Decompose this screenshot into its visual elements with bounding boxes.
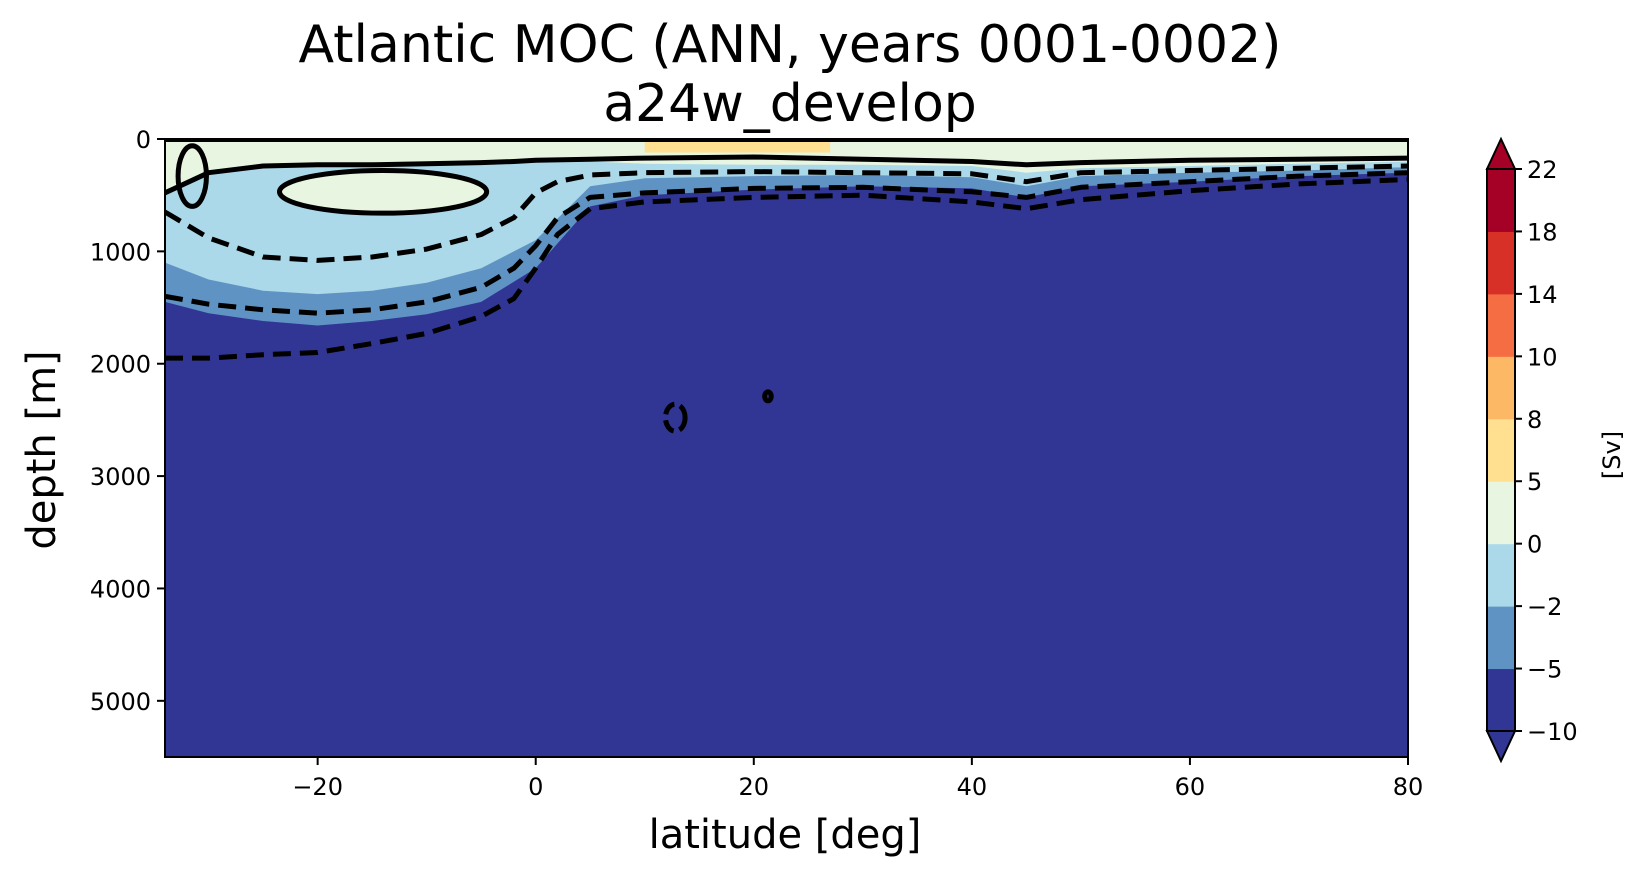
chart-title: Atlantic MOC (ANN, years 0001-0002) xyxy=(299,15,1282,75)
colorbar-segment xyxy=(1487,481,1515,545)
chart-subtitle: a24w_develop xyxy=(603,74,977,134)
region-fill-5-to-8 xyxy=(644,139,831,153)
x-tick-label: 0 xyxy=(528,773,543,801)
y-tick-label: 4000 xyxy=(90,575,151,603)
colorbar-tick-label: 18 xyxy=(1527,218,1558,246)
y-tick-label: 3000 xyxy=(90,463,151,491)
contour-line-negative-2 xyxy=(165,177,1408,361)
region-fill-0-to-5 xyxy=(165,139,1408,190)
closed-contour-1 xyxy=(175,143,209,209)
y-axis-label: depth [m] xyxy=(19,350,65,549)
y-tick-label: 5000 xyxy=(90,688,151,716)
colorbar-tick-label: 22 xyxy=(1527,156,1558,184)
region-fill-minus2-to-0 xyxy=(165,139,1408,295)
colorbar-tick-label: 10 xyxy=(1527,343,1558,371)
colorbar-frame xyxy=(1486,168,1516,732)
colorbar-segment xyxy=(1487,356,1515,420)
contour-line-negative-0 xyxy=(165,163,1408,263)
colorbar-tick-label: 14 xyxy=(1527,281,1558,309)
x-tick-label: 20 xyxy=(739,773,770,801)
colorbar: −10 −5 −2 0 5 8 10 14 18 22 xyxy=(1485,136,1578,764)
x-axis-ticks: −20 0 20 40 60 80 xyxy=(292,757,1423,801)
colorbar-segment xyxy=(1487,231,1515,295)
colorbar-segment xyxy=(1487,418,1515,482)
colorbar-segment xyxy=(1487,169,1515,232)
y-tick-label: 1000 xyxy=(90,238,151,266)
plot-frame xyxy=(164,138,1409,758)
x-tick-label: 60 xyxy=(1175,773,1206,801)
plot-area xyxy=(165,139,1408,757)
y-tick-label: 2000 xyxy=(90,351,151,379)
colorbar-tick-label: −2 xyxy=(1527,593,1562,621)
colorbar-segment xyxy=(1487,606,1515,670)
colorbar-extend-max xyxy=(1485,136,1517,170)
closed-contour-2 xyxy=(662,401,688,434)
colorbar-tick-label: 0 xyxy=(1527,531,1542,559)
y-axis-ticks: 0 1000 2000 3000 4000 5000 xyxy=(90,126,165,716)
colorbar-tick-label: −5 xyxy=(1527,656,1562,684)
x-tick-label: 40 xyxy=(957,773,988,801)
colorbar-extend-min xyxy=(1485,730,1517,764)
closed-contour-0 xyxy=(276,167,490,216)
colorbar-segment xyxy=(1487,543,1515,607)
contour-line-negative-1 xyxy=(165,170,1408,316)
colorbar-segment xyxy=(1487,293,1515,357)
x-tick-label: −20 xyxy=(292,773,343,801)
colorbar-segment xyxy=(1487,668,1515,732)
colorbar-tick-label: −10 xyxy=(1527,718,1578,746)
colorbar-label: [Sv] xyxy=(1598,431,1626,479)
colorbar-tick-label: 5 xyxy=(1527,468,1542,496)
contour-line-zero-3 xyxy=(165,154,1408,196)
colorbar-tick-label: 8 xyxy=(1527,406,1542,434)
closed-contour-3 xyxy=(762,389,774,404)
x-axis-label: latitude [deg] xyxy=(649,812,922,858)
x-tick-label: 80 xyxy=(1393,773,1424,801)
y-tick-label: 0 xyxy=(136,126,151,154)
